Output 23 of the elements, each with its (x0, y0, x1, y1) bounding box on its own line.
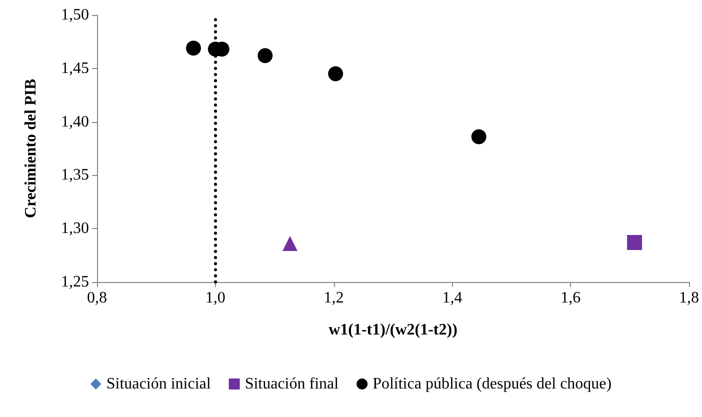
y-tick-label: 1,25 (61, 274, 89, 290)
y-tick-label: 1,50 (61, 6, 89, 24)
point (328, 66, 344, 82)
point (471, 129, 486, 144)
x-tick-label: 1,0 (205, 290, 226, 306)
y-tick-label: 1,35 (61, 166, 89, 184)
point (186, 40, 201, 56)
x-tick-label: 1,8 (679, 290, 699, 306)
y-axis-title: Crecimiento del PIB (22, 78, 40, 218)
point (627, 234, 642, 250)
x-tick-label: 1,6 (560, 290, 581, 306)
legend-label: Situación inicial (106, 376, 212, 392)
x-axis-title: w1(1-t1)/(w2(1-t2)) (328, 322, 458, 338)
x-tick-label: 0,8 (87, 290, 107, 306)
legend-label: Situación final (244, 376, 340, 392)
y-tick-label: 1,45 (61, 60, 89, 77)
point (258, 48, 273, 64)
point (282, 236, 298, 252)
x-tick-label: 1,4 (442, 290, 462, 306)
legend-label: Política pública (después del choque) (372, 376, 612, 392)
y-tick-label: 1,30 (61, 220, 89, 238)
x-tick-label: 1,2 (324, 290, 344, 306)
y-tick-label: 1,40 (61, 113, 89, 130)
